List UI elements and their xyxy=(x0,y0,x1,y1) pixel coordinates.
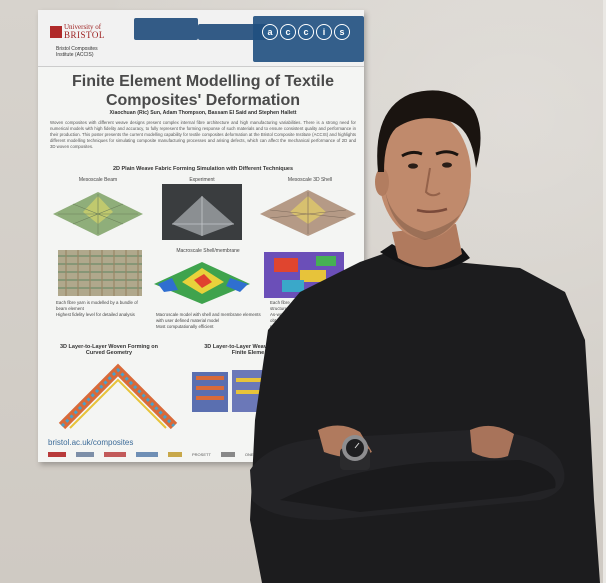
poster: University of BRISTOL Bristol Composites… xyxy=(38,10,364,462)
bullet-item: structure xyxy=(270,306,288,311)
accis-letter: i xyxy=(316,24,332,40)
sponsor-logo xyxy=(48,452,66,457)
poster-authors: Xiaochuan (Ric) Sun, Adam Thompson, Bass… xyxy=(109,110,297,116)
sponsor-logos: PROSETT ONETS xyxy=(48,452,259,457)
ear xyxy=(375,168,389,196)
sponsor-logo xyxy=(104,452,126,457)
bullet-list-left: Each fibre yarn is modelled by a bundle … xyxy=(56,300,144,318)
poster-url: bristol.ac.uk/composites xyxy=(48,438,134,447)
right-hand xyxy=(470,425,514,459)
university-name: University of BRISTOL xyxy=(64,23,105,41)
institute-name: Bristol Composites Institute (ACCIS) xyxy=(56,46,98,58)
figure-label: Experiment xyxy=(189,177,215,183)
bullet-item: Macroscale model with shell and membrane… xyxy=(156,312,261,323)
bullet-item: Each fibre yarn is modelled by a bundle … xyxy=(56,300,138,311)
brush-stroke xyxy=(134,18,198,40)
bullet-item: Each fibre xyxy=(270,300,290,305)
eyebrow xyxy=(435,150,459,157)
poster-abstract: Woven composites with different weave de… xyxy=(50,120,356,149)
university-crest-icon xyxy=(50,26,62,38)
accis-letter: a xyxy=(262,24,278,40)
hair xyxy=(377,90,481,172)
poster-header: University of BRISTOL Bristol Composites… xyxy=(38,10,364,67)
sponsor-logo: ONETS xyxy=(244,452,259,457)
curved-forming-figure xyxy=(58,363,178,430)
bullet-item: Highest fidelity level for detailed anal… xyxy=(56,312,135,317)
wall-edge xyxy=(603,0,606,583)
accis-logo: a c c i s xyxy=(262,24,350,40)
beam-mesh-figure xyxy=(53,192,143,236)
weave-texture-figure xyxy=(58,250,142,296)
membrane-figure xyxy=(154,262,250,304)
section-heading: 3D Layer-to-Layer Weav In-House Finite E… xyxy=(204,344,292,356)
eye xyxy=(442,162,452,168)
beard-stubble xyxy=(385,190,470,240)
figure-label: Macroscale Shell/membrane xyxy=(176,248,240,254)
sponsor-logo xyxy=(136,452,158,457)
sweater xyxy=(250,248,600,583)
brush-stroke xyxy=(198,24,268,40)
bullet-item: Most computationally efficient xyxy=(156,324,214,329)
experiment-photo xyxy=(162,184,242,240)
sponsor-logo: PROSETT xyxy=(192,452,211,457)
eyebrow xyxy=(401,150,423,158)
accis-letter: s xyxy=(334,24,350,40)
face xyxy=(379,111,471,239)
sponsor-logo xyxy=(76,452,94,457)
lower-arm xyxy=(280,460,556,512)
sponsor-logo xyxy=(220,452,235,457)
mouth xyxy=(416,207,448,213)
eye xyxy=(408,163,418,169)
nose xyxy=(424,167,441,197)
bullet-item: As-woven xyxy=(270,312,290,317)
section-heading: 3D Layer-to-Layer Woven Forming on Curve… xyxy=(60,344,158,356)
shell-mesh-figure xyxy=(260,190,356,236)
poster-title: Finite Element Modelling of Textile Comp… xyxy=(72,73,334,109)
finite-element-figure xyxy=(192,370,266,412)
bullet-list-mid: Macroscale model with shell and membrane… xyxy=(156,312,266,330)
sponsor-logo xyxy=(168,452,182,457)
figure-label: Mesoscale 3D Shell xyxy=(287,177,333,183)
figure-label: Mesoscale Beam xyxy=(78,177,118,183)
section-heading: 2D Plain Weave Fabric Forming Simulation… xyxy=(112,166,294,172)
accis-letter: c xyxy=(298,24,314,40)
accis-letter: c xyxy=(280,24,296,40)
